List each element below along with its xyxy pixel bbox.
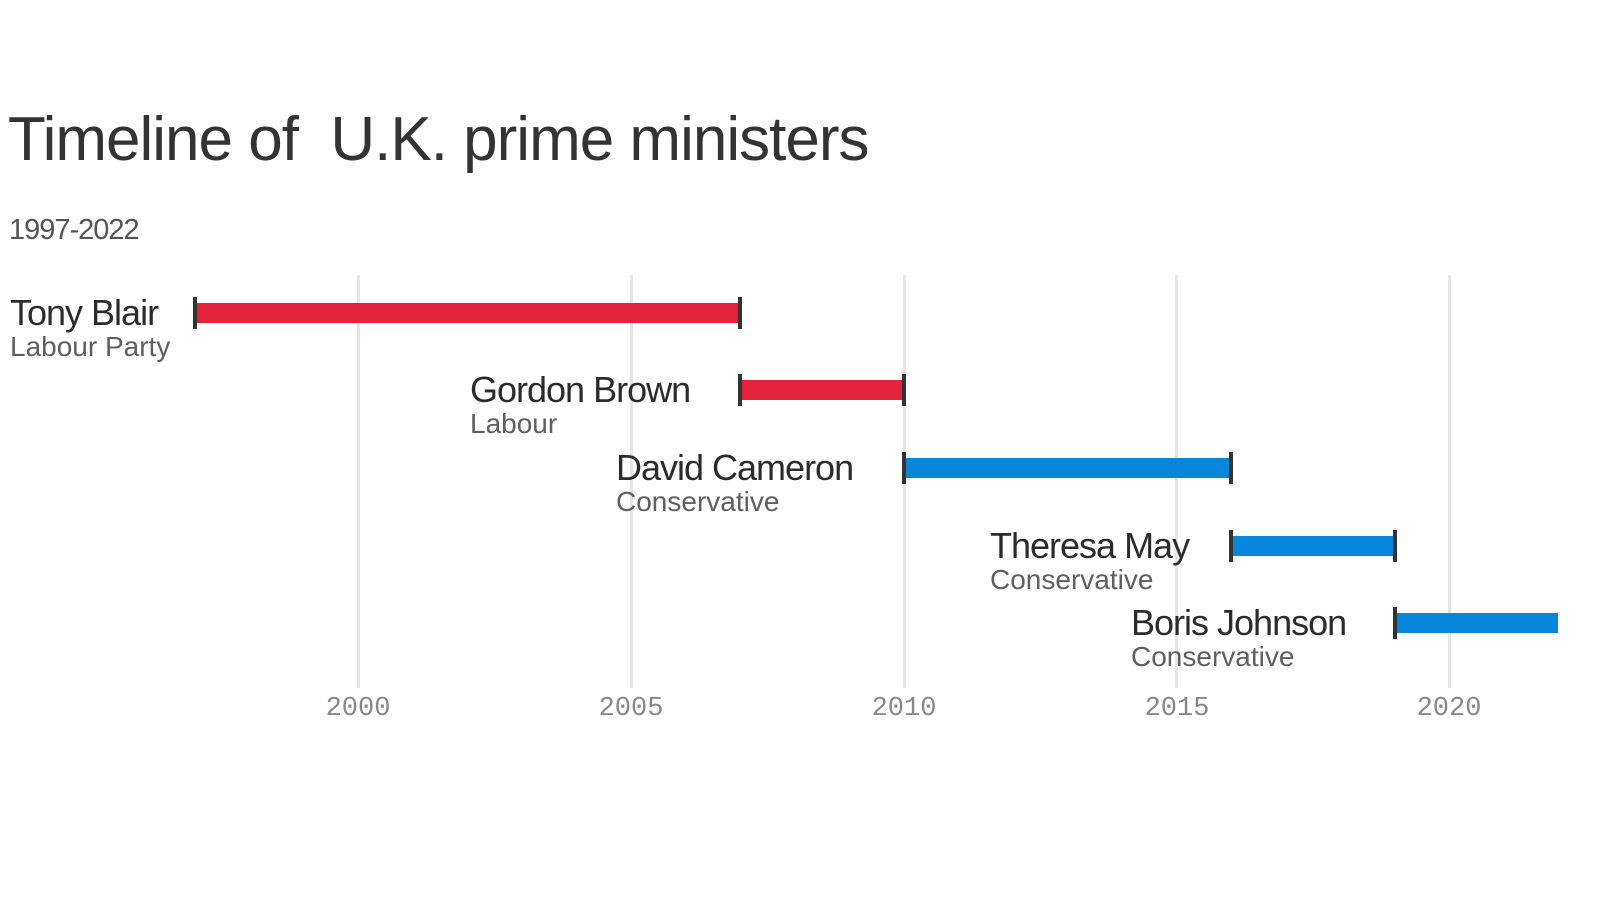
chart-title: Timeline of U.K. prime ministers — [8, 105, 869, 174]
x-tick-2020: 2020 — [1416, 694, 1482, 724]
pm-party-may: Conservative — [990, 564, 1154, 595]
bar-johnson — [1397, 613, 1558, 633]
bar-may — [1233, 536, 1395, 556]
gridline-2000 — [357, 275, 360, 688]
cap-end-may — [1393, 530, 1397, 562]
gridline-2020 — [1448, 275, 1451, 688]
cap-start-brown — [738, 374, 742, 406]
cap-start-may — [1229, 530, 1233, 562]
pm-party-blair: Labour Party — [10, 331, 171, 362]
pm-name-cameron: David Cameron — [616, 447, 854, 488]
bar-brown — [742, 380, 904, 400]
pm-party-brown: Labour — [470, 408, 558, 439]
cap-end-blair — [738, 297, 742, 329]
cap-start-cameron — [902, 452, 906, 484]
cap-end-cameron — [1229, 452, 1233, 484]
x-tick-2000: 2000 — [325, 694, 391, 724]
pm-name-may: Theresa May — [990, 525, 1190, 566]
x-tick-2015: 2015 — [1144, 694, 1210, 724]
chart-subtitle: 1997-2022 — [9, 214, 140, 246]
gridline-2015 — [1175, 275, 1178, 688]
x-tick-2005: 2005 — [598, 694, 664, 724]
pm-name-brown: Gordon Brown — [470, 369, 691, 410]
bar-blair — [196, 303, 740, 323]
bar-cameron — [906, 458, 1231, 478]
pm-party-cameron: Conservative — [616, 486, 780, 517]
x-tick-2010: 2010 — [871, 694, 937, 724]
pm-name-johnson: Boris Johnson — [1131, 602, 1347, 643]
pm-name-blair: Tony Blair — [10, 292, 159, 333]
gridline-2005 — [630, 275, 633, 688]
cap-end-brown — [902, 374, 906, 406]
pm-party-johnson: Conservative — [1131, 641, 1295, 672]
cap-start-johnson — [1393, 607, 1397, 639]
cap-start-blair — [193, 297, 197, 329]
